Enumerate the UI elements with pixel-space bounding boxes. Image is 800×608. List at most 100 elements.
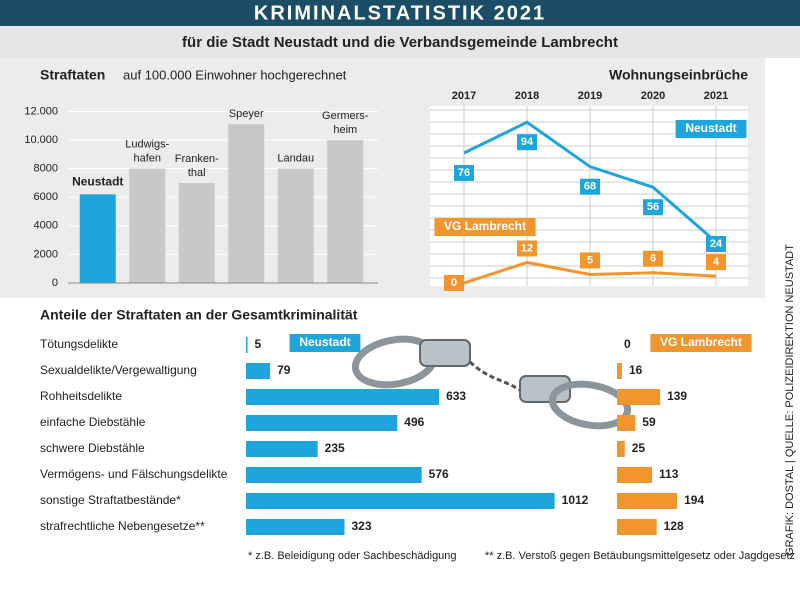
x-tick-label: 2021 <box>704 90 728 102</box>
value-label: 79 <box>277 363 291 377</box>
bar <box>327 140 364 283</box>
x-tick-label: 2018 <box>515 90 539 102</box>
bar <box>617 441 625 457</box>
bar-label: Speyer <box>229 108 264 120</box>
value-label: 1012 <box>562 493 589 507</box>
value-label: 94 <box>521 136 534 148</box>
value-box <box>643 199 663 216</box>
value-label: 323 <box>352 519 372 533</box>
x-tick-label: 2017 <box>452 90 476 102</box>
bar-label: Neustadt <box>72 175 123 189</box>
y-tick-label: 12.000 <box>24 105 58 117</box>
value-box <box>643 250 663 267</box>
y-tick-label: 2000 <box>34 248 58 260</box>
chart-subtitle: auf 100.000 Einwohner hochgerechnet <box>123 67 347 82</box>
value-label: 59 <box>642 415 656 429</box>
bar-label: Landau <box>277 153 314 165</box>
category-label: Rohheitsdelikte <box>40 389 122 403</box>
bar <box>617 415 636 431</box>
value-box <box>580 252 600 269</box>
value-box <box>444 275 464 291</box>
value-label: 128 <box>664 519 684 533</box>
value-label: 4 <box>713 256 720 268</box>
bar <box>129 168 166 283</box>
value-box <box>580 178 600 195</box>
subtitle-band <box>0 26 800 58</box>
value-label: 0 <box>451 277 457 289</box>
value-label: 16 <box>629 363 643 377</box>
bar <box>246 363 271 379</box>
legend-box <box>434 218 536 236</box>
bar <box>79 194 116 283</box>
legend-label: Neustadt <box>299 335 350 349</box>
bar-label: Franken-thal <box>175 153 219 179</box>
category-label: Sexualdelikte/Vergewaltigung <box>40 363 197 377</box>
header-band <box>0 0 800 26</box>
value-box <box>706 236 726 252</box>
value-label: 194 <box>684 493 704 507</box>
bar <box>246 441 318 457</box>
source: GRAFIK: DOSTAL | QUELLE: POLIZEIDIREKTIO… <box>784 244 796 556</box>
value-label: 576 <box>429 467 449 481</box>
value-label: 235 <box>325 441 345 455</box>
value-label: 113 <box>659 467 679 481</box>
value-label: 25 <box>632 441 646 455</box>
category-label: schwere Diebstähle <box>40 441 145 455</box>
value-label: 5 <box>255 337 262 351</box>
bar <box>617 519 657 535</box>
chart-title: Wohnungseinbrüche <box>609 67 748 83</box>
bar <box>246 467 422 483</box>
value-label: 56 <box>647 201 659 213</box>
value-label: 76 <box>458 167 470 179</box>
value-label: 633 <box>446 389 466 403</box>
x-tick-label: 2019 <box>578 90 602 102</box>
value-label: 68 <box>584 181 596 193</box>
y-tick-label: 4000 <box>34 220 58 232</box>
main-title: KRIMINALSTATISTIK 2021 <box>254 2 546 24</box>
y-tick-label: 8000 <box>34 163 58 175</box>
bar <box>617 389 661 405</box>
bar <box>277 168 314 283</box>
y-tick-label: 0 <box>52 277 58 289</box>
legend-label: Neustadt <box>685 121 736 135</box>
value-box <box>454 165 474 182</box>
value-label: 5 <box>587 254 593 266</box>
y-tick-label: 10.000 <box>24 134 58 146</box>
category-label: einfache Diebstähle <box>40 415 146 429</box>
legend-box <box>289 334 361 352</box>
bar <box>617 363 622 379</box>
value-label: 6 <box>650 253 656 265</box>
legend-label: VG Lambrecht <box>660 335 742 349</box>
bar <box>178 182 215 283</box>
category-label: Tötungsdelikte <box>40 337 118 351</box>
value-box <box>517 240 537 257</box>
value-label: 496 <box>404 415 424 429</box>
line <box>463 120 717 244</box>
chart-title: Straftaten <box>40 67 105 83</box>
legend-box <box>675 120 747 138</box>
footnote: ** z.B. Verstoß gegen Betäubungsmittelge… <box>485 550 795 562</box>
bar <box>228 124 265 283</box>
bar <box>617 493 678 509</box>
bar-label: Ludwigs-hafen <box>125 139 169 165</box>
value-label: 0 <box>624 337 631 351</box>
bar <box>246 337 248 353</box>
legend-box <box>650 334 752 352</box>
footnote: * z.B. Beleidigung oder Sachbeschädigung <box>248 550 457 562</box>
category-label: Vermögens- und Fälschungsdelikte <box>40 467 228 481</box>
value-label: 24 <box>710 238 723 250</box>
bar <box>246 519 345 535</box>
chart-title: Anteile der Straftaten an der Gesamtkrim… <box>40 307 358 323</box>
subtitle: für die Stadt Neustadt und die Verbandsg… <box>182 34 618 51</box>
bar <box>246 493 555 509</box>
category-label: sonstige Straftatbestände* <box>40 493 181 507</box>
value-box <box>517 134 537 151</box>
bar <box>246 389 440 405</box>
x-tick-label: 2020 <box>641 90 665 102</box>
bar <box>617 467 653 483</box>
category-label: strafrechtliche Nebengesetze** <box>40 519 205 533</box>
y-tick-label: 6000 <box>34 191 58 203</box>
value-box <box>706 254 726 271</box>
